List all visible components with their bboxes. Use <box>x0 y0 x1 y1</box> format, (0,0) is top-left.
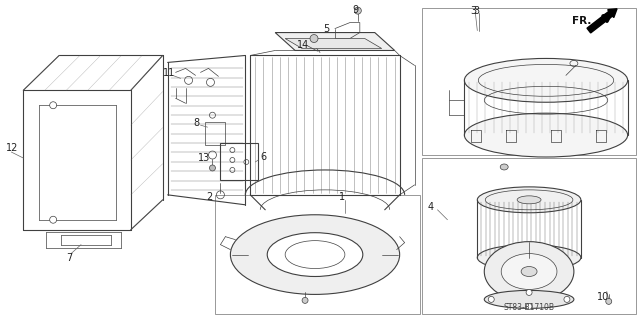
Circle shape <box>302 297 308 303</box>
Text: 12: 12 <box>6 143 19 153</box>
Text: 14: 14 <box>297 39 309 50</box>
Ellipse shape <box>477 244 581 270</box>
Text: 3: 3 <box>470 6 477 16</box>
Text: ST83-B1710B: ST83-B1710B <box>503 303 554 312</box>
Circle shape <box>50 102 57 109</box>
Text: 11: 11 <box>163 68 175 78</box>
Circle shape <box>488 296 494 302</box>
Bar <box>422 158 635 314</box>
Text: 5: 5 <box>323 24 329 34</box>
Bar <box>422 8 635 155</box>
Ellipse shape <box>484 242 574 301</box>
Bar <box>221 143 258 180</box>
Ellipse shape <box>521 267 537 276</box>
Circle shape <box>209 165 216 171</box>
Ellipse shape <box>477 187 581 213</box>
Ellipse shape <box>484 291 574 308</box>
Circle shape <box>310 35 318 43</box>
Ellipse shape <box>501 253 557 289</box>
Ellipse shape <box>464 113 628 157</box>
Ellipse shape <box>464 59 628 102</box>
FancyArrow shape <box>587 9 617 33</box>
Polygon shape <box>285 38 382 49</box>
Text: 7: 7 <box>66 252 72 263</box>
Polygon shape <box>275 33 395 51</box>
Text: 8: 8 <box>193 118 200 128</box>
Circle shape <box>526 303 532 309</box>
Ellipse shape <box>267 233 363 276</box>
Text: 3: 3 <box>473 6 479 16</box>
Text: 10: 10 <box>597 292 609 302</box>
Ellipse shape <box>500 164 508 170</box>
Text: 2: 2 <box>207 192 212 202</box>
Ellipse shape <box>517 196 541 204</box>
Circle shape <box>564 296 570 302</box>
Text: 4: 4 <box>427 202 434 212</box>
Text: 6: 6 <box>260 152 267 162</box>
Bar <box>216 195 420 314</box>
Text: 13: 13 <box>198 153 210 163</box>
Circle shape <box>605 298 612 304</box>
Circle shape <box>50 216 57 223</box>
Text: FR.: FR. <box>572 16 591 26</box>
Bar <box>205 122 225 145</box>
Circle shape <box>354 7 361 14</box>
Circle shape <box>526 289 532 295</box>
Ellipse shape <box>230 215 399 294</box>
Text: 9: 9 <box>353 5 359 15</box>
Text: 1: 1 <box>339 192 345 202</box>
